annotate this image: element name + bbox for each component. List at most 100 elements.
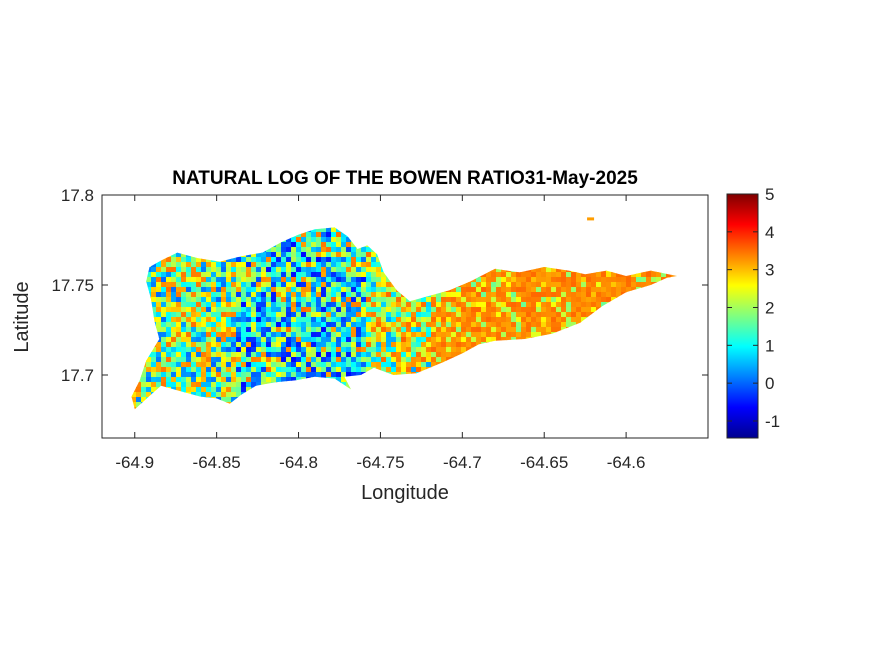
heatmap-cell: [341, 332, 347, 338]
heatmap-cell: [506, 282, 512, 288]
heatmap-cell: [266, 252, 272, 258]
heatmap-cell: [336, 352, 342, 358]
heatmap-cell: [541, 302, 547, 308]
heatmap-cell: [161, 342, 167, 348]
heatmap-cell: [221, 277, 227, 283]
heatmap-cell: [311, 227, 317, 233]
heatmap-cell: [511, 317, 517, 323]
heatmap-cell: [246, 277, 252, 283]
heatmap-cell: [331, 297, 337, 303]
heatmap-cell: [191, 332, 197, 338]
heatmap-cell: [341, 247, 347, 253]
heatmap-cell: [266, 257, 272, 263]
heatmap-cell: [251, 342, 257, 348]
heatmap-cell: [326, 337, 332, 343]
heatmap-cell: [371, 252, 377, 258]
heatmap-cell: [471, 302, 477, 308]
heatmap-cell: [301, 367, 307, 373]
heatmap-cell: [596, 272, 602, 278]
heatmap-cell: [191, 392, 197, 398]
heatmap-cell: [256, 352, 262, 358]
heatmap-cell: [426, 337, 432, 343]
heatmap-cell: [316, 252, 322, 258]
heatmap-cell: [266, 332, 272, 338]
heatmap-cell: [151, 302, 157, 308]
heatmap-cell: [271, 282, 277, 288]
heatmap-cell: [351, 297, 357, 303]
heatmap-cell: [351, 242, 357, 248]
heatmap-cell: [426, 317, 432, 323]
heatmap-cell: [361, 272, 367, 278]
heatmap-cell: [211, 287, 217, 293]
heatmap-cell: [316, 372, 322, 378]
heatmap-cell: [166, 297, 172, 303]
heatmap-cell: [471, 342, 477, 348]
heatmap-cell: [606, 282, 612, 288]
heatmap-cell: [341, 267, 347, 273]
heatmap-cell: [301, 317, 307, 323]
heatmap-cell: [556, 307, 562, 313]
heatmap-cell: [236, 342, 242, 348]
heatmap-cell: [181, 372, 187, 378]
heatmap-cell: [246, 317, 252, 323]
heatmap-cell: [276, 292, 282, 298]
heatmap-cell: [421, 367, 427, 373]
heatmap-cell: [401, 312, 407, 318]
heatmap-cell: [406, 332, 412, 338]
heatmap-cell: [336, 262, 342, 268]
heatmap-cell: [286, 312, 292, 318]
heatmap-cell: [481, 282, 487, 288]
heatmap-cell: [171, 252, 177, 258]
heatmap-cell: [346, 237, 352, 243]
heatmap-cell: [341, 372, 347, 378]
heatmap-cell: [231, 397, 237, 403]
heatmap-cell: [131, 402, 137, 408]
heatmap-cell: [586, 302, 592, 308]
heatmap-cell: [151, 267, 157, 273]
heatmap-cell: [456, 292, 462, 298]
heatmap-cell: [566, 302, 572, 308]
heatmap-cell: [301, 232, 307, 238]
heatmap-cell: [161, 272, 167, 278]
heatmap-cell: [331, 372, 337, 378]
heatmap-cell: [256, 292, 262, 298]
heatmap-cell: [366, 257, 372, 263]
heatmap-cell: [541, 277, 547, 283]
heatmap-cell: [536, 307, 542, 313]
heatmap-cell: [331, 357, 337, 363]
heatmap-cell: [206, 367, 212, 373]
heatmap-cell: [576, 272, 582, 278]
heatmap-cell: [326, 362, 332, 368]
heatmap-cell: [226, 282, 232, 288]
heatmap-cell: [156, 342, 162, 348]
heatmap-cell: [376, 272, 382, 278]
heatmap-cell: [211, 312, 217, 318]
heatmap-cell: [276, 302, 282, 308]
heatmap-cell: [281, 352, 287, 358]
heatmap-cell: [221, 342, 227, 348]
heatmap-cell: [276, 347, 282, 353]
heatmap-cell: [526, 322, 532, 328]
heatmap-cell: [281, 317, 287, 323]
heatmap-cell: [251, 332, 257, 338]
heatmap-cell: [356, 372, 362, 378]
heatmap-cell: [271, 332, 277, 338]
heatmap-cell: [251, 282, 257, 288]
heatmap-cell: [366, 297, 372, 303]
heatmap-cell: [546, 267, 552, 273]
heatmap-cell: [181, 287, 187, 293]
heatmap-cell: [411, 342, 417, 348]
heatmap-cell: [296, 317, 302, 323]
heatmap-cell: [451, 352, 457, 358]
heatmap-cell: [191, 312, 197, 318]
heatmap-cell: [296, 327, 302, 333]
heatmap-cell: [456, 332, 462, 338]
heatmap-cell: [551, 277, 557, 283]
heatmap-cell: [456, 347, 462, 353]
heatmap-cell: [376, 347, 382, 353]
heatmap-cell: [291, 252, 297, 258]
heatmap-cell: [451, 302, 457, 308]
heatmap-cell: [271, 262, 277, 268]
heatmap-cell: [191, 377, 197, 383]
heatmap-cell: [176, 312, 182, 318]
